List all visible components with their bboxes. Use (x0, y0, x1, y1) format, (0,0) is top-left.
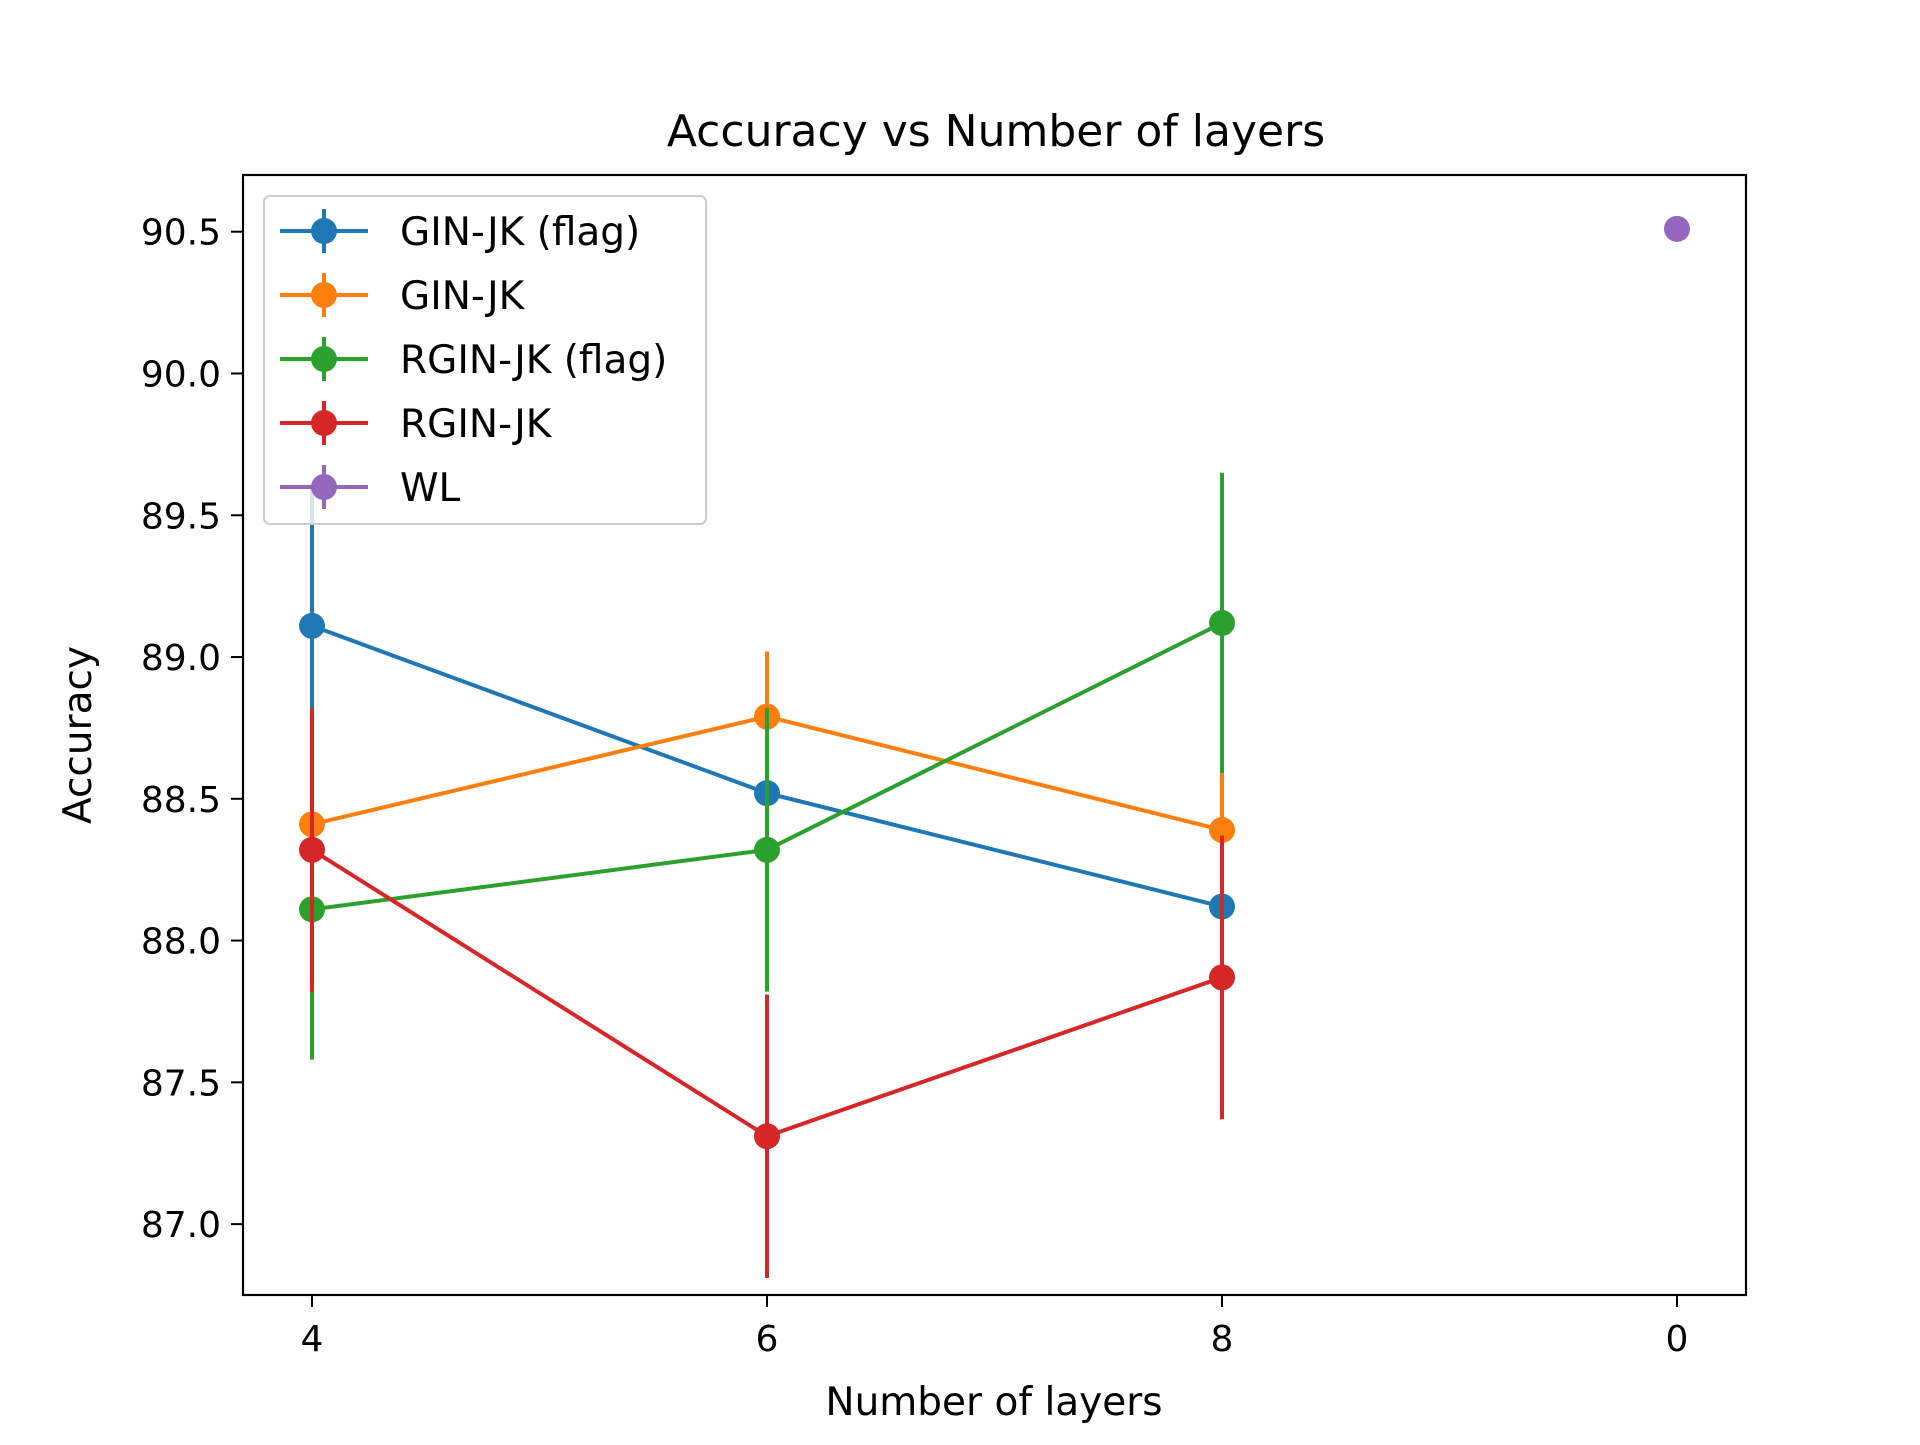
y-tick-label: 88.0 (141, 922, 221, 963)
legend-label: WL (400, 466, 461, 511)
data-point (754, 836, 780, 863)
x-tick-label: 4 (301, 1319, 324, 1360)
y-tick-label: 89.5 (141, 496, 221, 537)
legend-label: RGIN-JK (flag) (400, 338, 667, 383)
legend-marker (311, 346, 337, 372)
data-point (299, 612, 325, 639)
data-point (1209, 964, 1235, 991)
x-tick-label: 0 (1666, 1319, 1689, 1360)
y-axis-label: Accuracy (56, 646, 101, 824)
legend-label: GIN-JK (400, 274, 526, 319)
series-rgin-jk-flag (299, 472, 1235, 1060)
legend-marker (311, 474, 337, 500)
y-tick-label: 89.0 (141, 638, 221, 679)
y-tick-label: 90.5 (141, 213, 221, 254)
legend-marker (311, 282, 337, 308)
data-point (1209, 610, 1235, 636)
plot-frame (241, 173, 1748, 1297)
x-axis-label: Number of layers (825, 1380, 1162, 1425)
legend-label: RGIN-JK (400, 402, 553, 447)
legend-box (263, 195, 707, 525)
legend-entry: GIN-JK (280, 273, 526, 319)
data-point (299, 836, 325, 863)
data-point (1664, 215, 1690, 242)
legend-marker (311, 218, 337, 244)
y-tick-label: 90.0 (141, 354, 221, 395)
x-tick-label: 6 (756, 1319, 779, 1360)
axes-ticks: 4 6 8 0 87.0 87.5 88.0 88.5 89.0 89.5 90.0 90.5 (141, 213, 1689, 1360)
y-tick-label: 87.0 (141, 1205, 221, 1246)
legend-entry: RGIN-JK (flag) (280, 337, 667, 383)
chart-title: Accuracy vs Number of layers (667, 106, 1325, 157)
plot-area (299, 215, 1690, 1278)
legend: GIN-JK (flag) GIN-JK RGIN-JK (flag) RGIN-JK… (263, 195, 707, 525)
legend-entry: GIN-JK (flag) (280, 209, 640, 255)
y-tick-label: 88.5 (141, 780, 221, 821)
series-rgin-jk (299, 708, 1235, 1278)
x-tick-label: 8 (1211, 1319, 1234, 1360)
legend-entry: WL (280, 465, 461, 511)
legend-marker (311, 410, 337, 436)
legend-entry: RGIN-JK (280, 401, 553, 447)
y-tick-label: 87.5 (141, 1063, 221, 1104)
legend-label: GIN-JK (flag) (400, 210, 640, 255)
data-point (754, 1123, 780, 1150)
series-wl (1664, 215, 1690, 242)
data-point (1209, 816, 1235, 843)
